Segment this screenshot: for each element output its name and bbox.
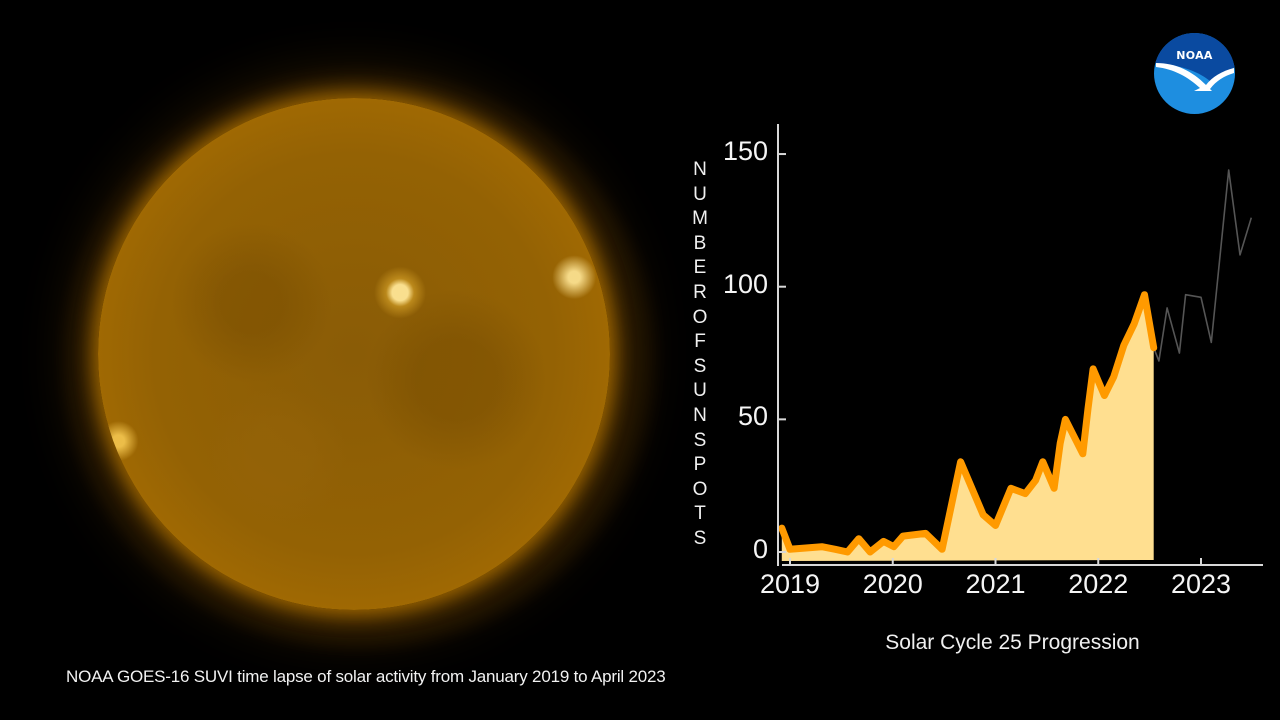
noaa-logo: NOAA xyxy=(1154,33,1235,114)
x-tick-label: 2021 xyxy=(965,569,1026,599)
y-tick-label: 150 xyxy=(722,136,768,167)
video-caption: NOAA GOES-16 SUVI time lapse of solar ac… xyxy=(66,667,666,686)
x-tick-label: 2020 xyxy=(862,569,923,599)
y-axis-title-letter: U xyxy=(693,380,707,402)
y-axis-title-letter: F xyxy=(694,331,706,353)
y-axis-title-letter: S xyxy=(693,429,707,451)
solar-disc xyxy=(98,98,610,610)
y-axis-title-letter: O xyxy=(692,478,708,500)
observed-area-fill xyxy=(781,294,1154,561)
y-tick-label: 100 xyxy=(722,268,768,299)
y-axis-title-letter: N xyxy=(693,159,707,180)
noaa-logo-text: NOAA xyxy=(1176,49,1213,62)
y-axis-title-letter: R xyxy=(693,281,707,303)
observed-series-line xyxy=(778,291,1158,556)
sun-image xyxy=(40,50,680,670)
y-axis-title-letter: U xyxy=(693,183,707,205)
future-series-line xyxy=(1152,169,1253,362)
x-tick-label: 2023 xyxy=(1170,569,1232,599)
y-axis-title-letter: T xyxy=(694,503,706,525)
y-tick-label: 0 xyxy=(752,534,768,564)
y-axis-title-letter: B xyxy=(693,232,707,254)
x-tick-label: 2019 xyxy=(759,569,821,599)
x-tick-label: 2022 xyxy=(1068,569,1129,599)
y-axis-title-letter: S xyxy=(693,355,707,377)
y-axis-title-letter: N xyxy=(693,404,707,426)
chart-title: Solar Cycle 25 Progression xyxy=(885,631,1140,654)
y-tick-label: 50 xyxy=(737,401,768,432)
y-axis-title-letter: E xyxy=(693,257,707,279)
y-axis-title-letter: M xyxy=(692,208,708,230)
noaa-seagull-logo-icon xyxy=(1154,33,1235,114)
y-axis-title-letter: P xyxy=(693,454,707,476)
y-axis-title-letter: O xyxy=(692,306,708,328)
y-axis-title-letter: S xyxy=(693,527,707,549)
